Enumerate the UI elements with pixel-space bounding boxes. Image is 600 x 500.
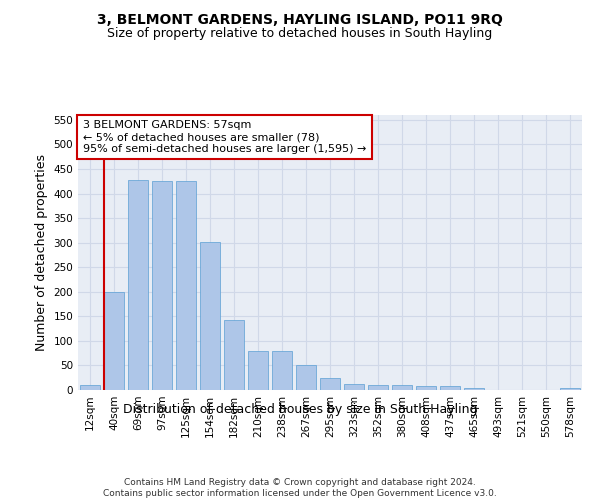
Bar	[560, 388, 580, 390]
Bar	[392, 385, 412, 390]
Bar	[416, 386, 436, 390]
Bar	[440, 386, 460, 390]
Text: 3, BELMONT GARDENS, HAYLING ISLAND, PO11 9RQ: 3, BELMONT GARDENS, HAYLING ISLAND, PO11…	[97, 12, 503, 26]
Bar	[344, 384, 364, 390]
Bar	[464, 388, 484, 390]
Bar	[104, 292, 124, 390]
Bar	[152, 181, 172, 390]
Text: Contains HM Land Registry data © Crown copyright and database right 2024.
Contai: Contains HM Land Registry data © Crown c…	[103, 478, 497, 498]
Bar	[296, 366, 316, 390]
Text: Distribution of detached houses by size in South Hayling: Distribution of detached houses by size …	[123, 402, 477, 415]
Bar	[80, 385, 100, 390]
Bar	[248, 350, 268, 390]
Bar	[200, 242, 220, 390]
Bar	[128, 180, 148, 390]
Bar	[224, 320, 244, 390]
Text: 3 BELMONT GARDENS: 57sqm
← 5% of detached houses are smaller (78)
95% of semi-de: 3 BELMONT GARDENS: 57sqm ← 5% of detache…	[83, 120, 367, 154]
Bar	[176, 182, 196, 390]
Bar	[272, 350, 292, 390]
Bar	[368, 384, 388, 390]
Bar	[320, 378, 340, 390]
Text: Size of property relative to detached houses in South Hayling: Size of property relative to detached ho…	[107, 28, 493, 40]
Y-axis label: Number of detached properties: Number of detached properties	[35, 154, 48, 351]
